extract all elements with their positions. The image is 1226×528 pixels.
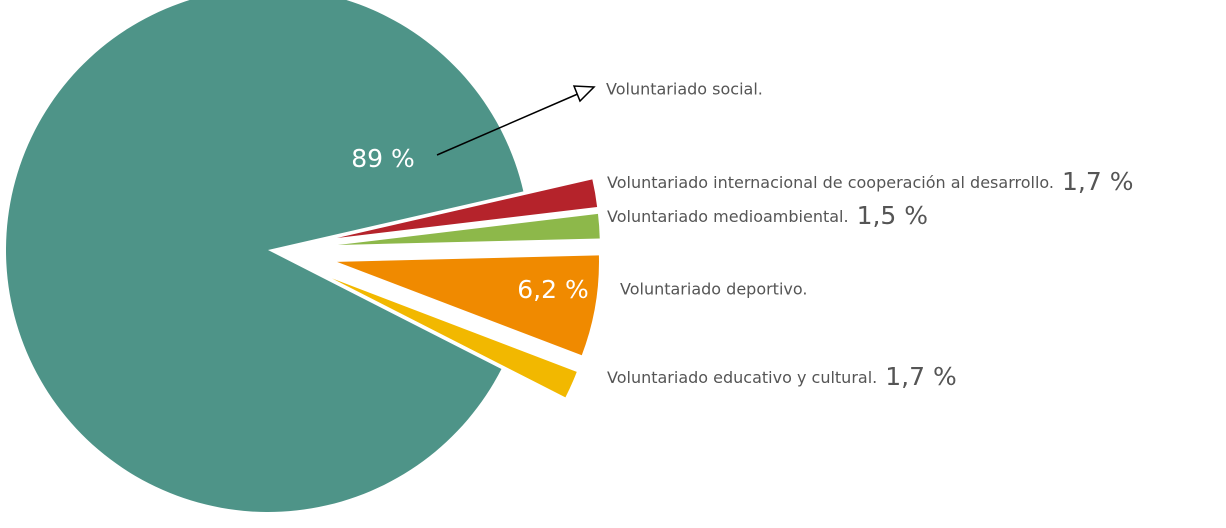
label: Voluntariado deportivo. (620, 280, 807, 299)
label: Voluntariado educativo y cultural. (607, 368, 877, 387)
value-label: 89 % (351, 144, 415, 173)
pie-slice (336, 179, 598, 239)
value-label: 1,7 % (1062, 167, 1133, 196)
label: Voluntariado medioambiental. (607, 207, 849, 226)
value-label: 1,5 % (857, 201, 928, 230)
label-row: Voluntariado educativo y cultural. 1,7 % (607, 362, 957, 391)
pie-slice (331, 278, 577, 398)
label-row: Voluntariado medioambiental. 1,5 % (607, 201, 928, 230)
arrow-line (436, 92, 581, 156)
pie-slice (337, 213, 600, 245)
label: Voluntariado social. (606, 80, 763, 99)
pie-slice (6, 0, 524, 512)
value-label: 6,2 % (517, 275, 588, 304)
pie (6, 0, 600, 512)
value-label: 1,7 % (885, 362, 956, 391)
arrow-head (572, 85, 596, 103)
label-row: Voluntariado internacional de cooperació… (607, 167, 1133, 196)
label: Voluntariado internacional de cooperació… (607, 173, 1054, 192)
pie-slice (336, 255, 599, 356)
